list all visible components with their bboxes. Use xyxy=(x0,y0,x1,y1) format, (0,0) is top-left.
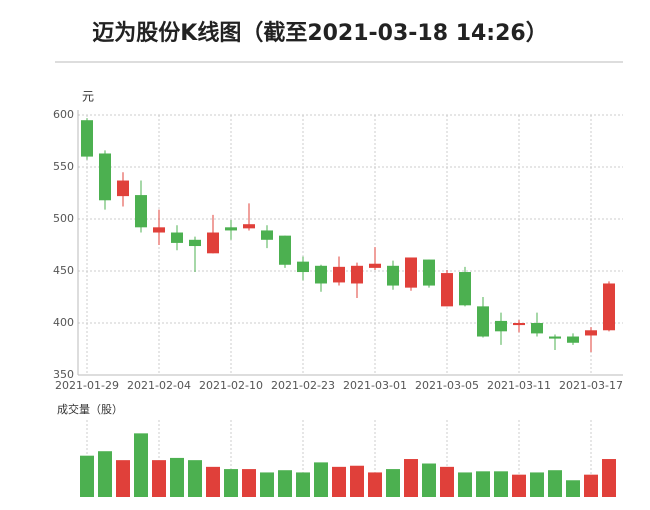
candle-body xyxy=(369,263,381,268)
volume-bar xyxy=(494,471,508,497)
x-tick-label: 2021-02-04 xyxy=(127,379,191,392)
candle-body xyxy=(423,259,435,286)
volume-bar xyxy=(350,465,364,497)
volume-bar xyxy=(566,480,580,497)
volume-bar xyxy=(170,457,184,497)
volume-bar xyxy=(440,466,454,497)
candle-body xyxy=(117,180,129,197)
volume-bar xyxy=(368,472,382,497)
candle-body xyxy=(495,320,507,332)
volume-bar xyxy=(530,472,544,497)
volume-bar xyxy=(458,472,472,497)
candle-body xyxy=(477,306,489,337)
candle-body xyxy=(405,257,417,288)
volume-bar xyxy=(476,471,490,497)
y-tick-label: 450 xyxy=(53,264,74,277)
candle-body xyxy=(549,336,561,339)
volume-bar xyxy=(278,470,292,497)
volume-bar xyxy=(404,459,418,497)
candle-body xyxy=(225,227,237,231)
volume-title: 成交量（股） xyxy=(57,402,123,416)
y-axis-label: 元 xyxy=(82,90,94,104)
volume-bar xyxy=(512,474,526,497)
candle-body xyxy=(171,232,183,243)
candle-body xyxy=(207,232,219,254)
candle-body xyxy=(333,266,345,283)
volume-bar xyxy=(260,472,274,497)
volume-bar xyxy=(422,463,436,497)
candle-body xyxy=(351,265,363,284)
volume-bar xyxy=(296,472,310,497)
candle-body xyxy=(99,153,111,201)
candle-body xyxy=(585,330,597,336)
volume-bar xyxy=(548,470,562,497)
candle-body xyxy=(441,273,453,307)
x-tick-label: 2021-02-23 xyxy=(271,379,335,392)
candle-body xyxy=(567,336,579,343)
y-tick-label: 350 xyxy=(53,368,74,381)
volume-bar xyxy=(80,455,94,497)
volume-bar xyxy=(152,460,166,497)
candle-body xyxy=(513,323,525,326)
volume-bar xyxy=(206,466,220,497)
candle-body xyxy=(315,265,327,284)
chart-title: 迈为股份K线图（截至2021-03-18 14:26） xyxy=(92,20,547,46)
volume-bar xyxy=(386,469,400,497)
volume-bar xyxy=(314,462,328,497)
candle-body xyxy=(261,230,273,240)
y-tick-label: 600 xyxy=(53,108,74,121)
candle-body xyxy=(243,224,255,229)
candle-body xyxy=(135,195,147,228)
y-tick-label: 500 xyxy=(53,212,74,225)
candle-body xyxy=(153,227,165,233)
volume-bar xyxy=(134,433,148,497)
candle-body xyxy=(81,120,93,157)
volume-bar xyxy=(242,469,256,497)
volume-bar xyxy=(602,459,616,497)
candle-body xyxy=(189,239,201,247)
candle-body xyxy=(279,235,291,265)
candle-body xyxy=(531,323,543,334)
candle-body xyxy=(387,265,399,286)
volume-bar xyxy=(332,466,346,497)
candle-body xyxy=(459,272,471,306)
candle-body xyxy=(297,261,309,273)
x-tick-label: 2021-03-11 xyxy=(487,379,551,392)
x-tick-label: 2021-02-10 xyxy=(199,379,263,392)
y-tick-label: 550 xyxy=(53,160,74,173)
volume-bar xyxy=(98,451,112,497)
volume-bar xyxy=(116,460,130,497)
x-tick-label: 2021-03-17 xyxy=(559,379,623,392)
volume-bar xyxy=(584,474,598,497)
x-tick-label: 2021-03-01 xyxy=(343,379,407,392)
candle-body xyxy=(603,283,615,331)
x-tick-label: 2021-01-29 xyxy=(55,379,119,392)
volume-bar xyxy=(188,460,202,497)
x-tick-label: 2021-03-05 xyxy=(415,379,479,392)
y-tick-label: 400 xyxy=(53,316,74,329)
volume-bar xyxy=(224,469,238,497)
